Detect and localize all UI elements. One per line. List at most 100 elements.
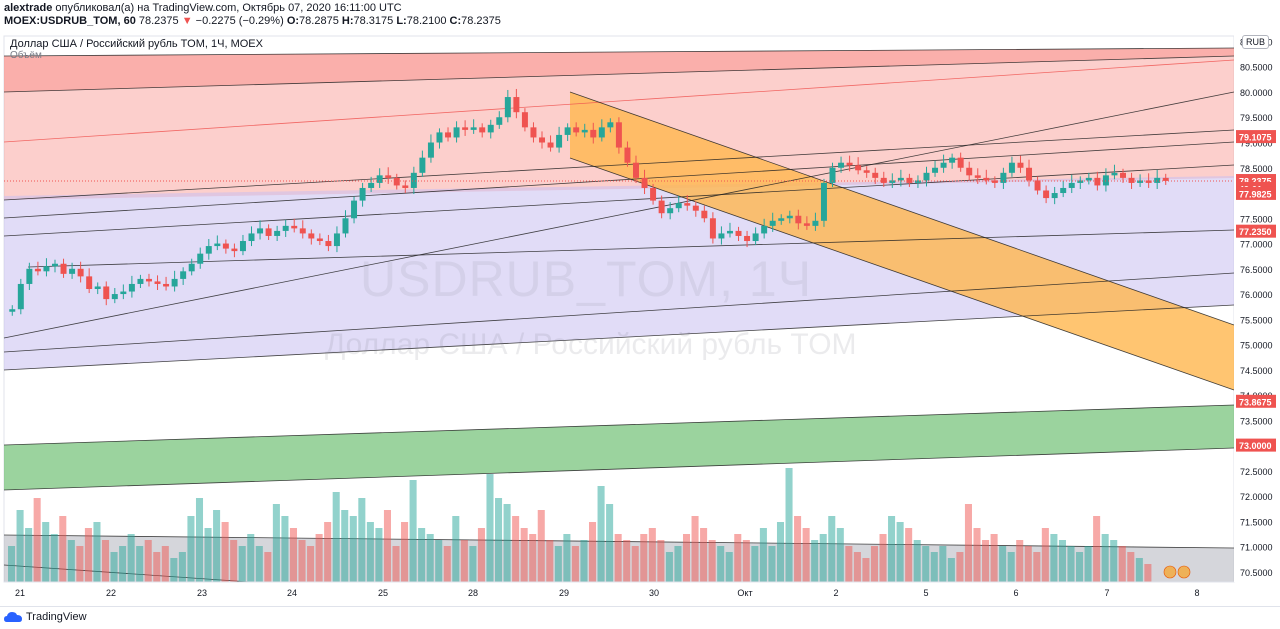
candle-body	[265, 228, 272, 236]
price-tag-label: 73.8675	[1239, 397, 1272, 407]
candle-body	[171, 278, 178, 287]
volume-bar	[964, 504, 972, 582]
watermark-name: Доллар США / Российский рубль TOM	[325, 328, 857, 361]
volume-bar	[213, 510, 221, 582]
price-tag-bg	[1236, 130, 1276, 144]
volume-bar	[153, 552, 161, 582]
volume-bar	[819, 534, 827, 582]
candle-body	[163, 283, 170, 287]
volume-bar	[1093, 516, 1101, 582]
candle-body	[1154, 177, 1161, 183]
volume-bar	[230, 540, 238, 582]
close-value: 78.2375	[461, 15, 501, 27]
author-name[interactable]: alextrade	[4, 2, 53, 14]
volume-bar	[1127, 552, 1135, 582]
close-label: C:	[449, 15, 462, 27]
x-tick-label: 25	[378, 588, 388, 598]
trend-line	[569, 157, 1235, 391]
candle-body	[282, 225, 289, 231]
x-tick-label: 6	[1013, 588, 1018, 598]
candle-body	[615, 122, 622, 148]
candle-body	[197, 253, 204, 264]
volume-bar	[435, 540, 443, 582]
price-chart[interactable]: 70.5000 71.0000 71.5000 72.0000 72.5000 73.00…	[0, 28, 1280, 606]
y-tick-label: 80.0000	[1240, 88, 1273, 98]
candle-body	[94, 286, 101, 290]
candle-body	[667, 208, 674, 214]
volume-bar	[204, 528, 212, 582]
volume-bar	[862, 558, 870, 582]
y-tick-label: 74.5000	[1240, 366, 1273, 376]
high-value: 78.3175	[353, 15, 394, 27]
watermark-symbol: USDRUB_TOM, 1Ч	[360, 251, 813, 307]
volume-bar	[495, 498, 503, 582]
candle-body	[966, 167, 973, 176]
candle-body	[1008, 162, 1015, 173]
candle-body	[701, 210, 708, 219]
y-tick-label: 78.5000	[1240, 164, 1273, 174]
candle-body	[692, 205, 699, 211]
red-channel-top-band	[4, 48, 1234, 92]
volume-bar	[8, 546, 16, 582]
volume-bar	[178, 552, 186, 582]
candle-body	[77, 268, 84, 277]
volume-bar	[161, 546, 169, 582]
volume-bar	[392, 546, 400, 582]
volume-bar	[589, 522, 597, 582]
volume-bar	[460, 540, 468, 582]
flag-event-icon	[1177, 565, 1191, 579]
volume-bar	[341, 510, 349, 582]
volume-bar	[332, 492, 340, 582]
high-label: H:	[341, 15, 354, 27]
candle-body	[932, 167, 939, 173]
trend-line	[3, 47, 1235, 57]
volume-bar	[947, 558, 955, 582]
x-tick-label: 29	[559, 588, 569, 598]
volume-bar	[349, 516, 357, 582]
volume-bar	[383, 510, 391, 582]
volume-bar	[742, 540, 750, 582]
volume-bar	[700, 528, 708, 582]
volume-bar	[1067, 546, 1075, 582]
candle-body	[581, 129, 588, 133]
candle-body	[333, 233, 340, 247]
green-channel-zone	[4, 405, 1234, 490]
currency-badge[interactable]: RUB	[1242, 35, 1270, 49]
candle-body	[1060, 187, 1067, 194]
candle-body	[419, 157, 426, 173]
candle-body	[462, 127, 469, 130]
candle-body	[248, 233, 255, 242]
candle-body	[359, 187, 366, 201]
x-tick-label: 22	[106, 588, 116, 598]
trend-line	[3, 55, 1235, 93]
y-tick-label: 79.5000	[1240, 113, 1273, 123]
price-tag-label: 79.1075	[1239, 133, 1272, 143]
series-legend-title[interactable]: Доллар США / Российский рубль TOM, 1Ч, M…	[10, 38, 263, 50]
tradingview-logo[interactable]: TradingView	[4, 611, 87, 623]
volume-legend[interactable]: Объём	[10, 50, 42, 61]
candle-body	[1120, 172, 1126, 178]
candle-body	[761, 225, 768, 234]
volume-bar	[401, 522, 409, 582]
volume-bar	[657, 540, 665, 582]
candle-body	[803, 223, 810, 226]
volume-bar	[255, 546, 263, 582]
y-tick-label: 75.5000	[1240, 315, 1273, 325]
volume-bar	[127, 534, 135, 582]
volume-bar	[16, 510, 24, 582]
candle-body	[60, 263, 67, 274]
candle-body	[709, 218, 716, 239]
volume-bar	[469, 546, 477, 582]
volume-bar	[845, 546, 853, 582]
candle-body	[205, 246, 212, 254]
price-tag-label: 73.0000	[1239, 441, 1272, 451]
volume-bar	[101, 540, 110, 582]
volume-bar	[170, 558, 178, 582]
volume-bar	[358, 498, 366, 582]
price-tag-label: 77.2350	[1239, 227, 1272, 237]
candle-body	[957, 157, 964, 168]
open-label: O:	[286, 15, 300, 27]
candle-body	[556, 134, 563, 148]
volume-bar	[546, 540, 554, 582]
volume-bar	[1144, 564, 1152, 582]
